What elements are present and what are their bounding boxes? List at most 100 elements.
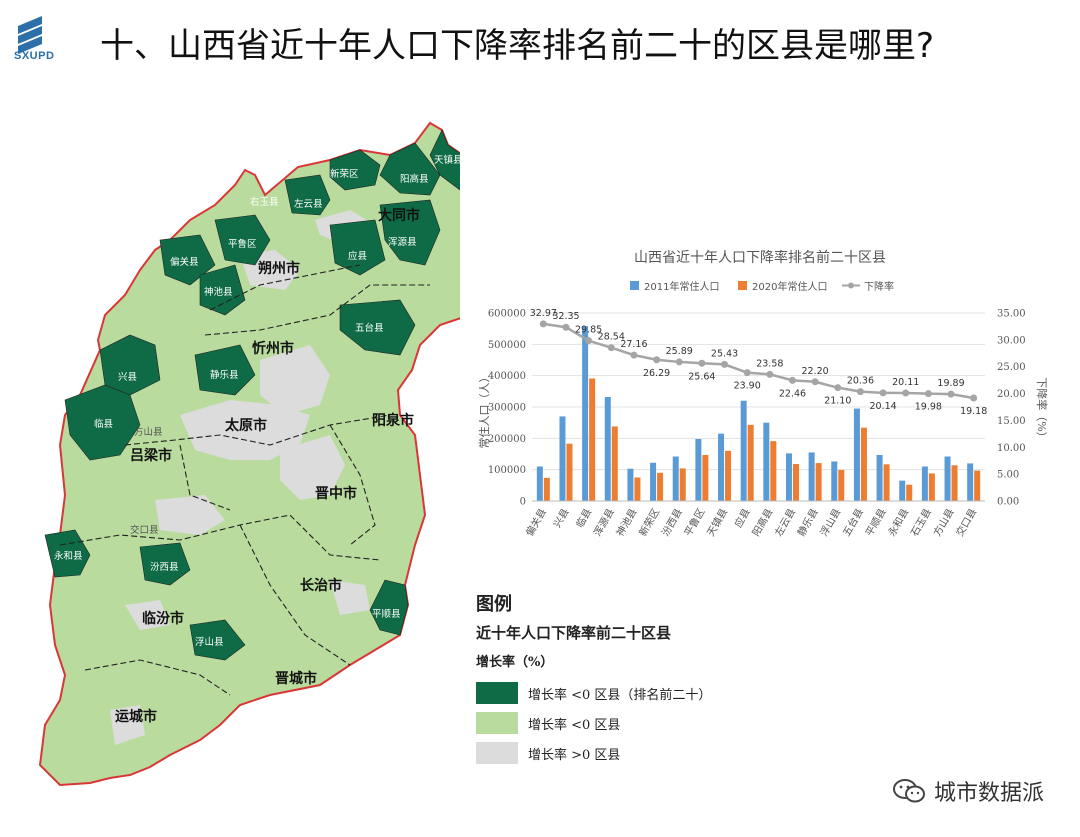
page-title: 十、山西省近十年人口下降率排名前二十的区县是哪里? bbox=[100, 26, 935, 66]
rate-point bbox=[811, 378, 819, 386]
x-tick-label: 永和县 bbox=[885, 506, 911, 538]
legend-label: 2011年常住人口 bbox=[644, 280, 719, 293]
wechat-icon bbox=[892, 779, 925, 803]
x-tick-label: 汾西县 bbox=[659, 507, 684, 539]
legend-swatch bbox=[738, 281, 747, 290]
bar-2020 bbox=[589, 378, 596, 501]
y2-tick-label: 15.00 bbox=[997, 416, 1026, 427]
x-tick-label: 阳高县 bbox=[749, 506, 775, 538]
y2-tick-label: 0.00 bbox=[997, 497, 1019, 508]
y-axis-label: 常住人口（人） bbox=[477, 372, 491, 449]
rate-point bbox=[562, 323, 570, 331]
bar-2011 bbox=[899, 480, 906, 501]
x-tick-label: 临县 bbox=[573, 506, 594, 530]
legend-label: 增长率 <0 区县（排名前二十） bbox=[528, 687, 712, 703]
bar-2020 bbox=[702, 454, 709, 501]
bar-2020 bbox=[860, 427, 867, 501]
rate-data-label: 19.18 bbox=[960, 406, 987, 417]
county-label: 偏关县 bbox=[170, 256, 199, 268]
y-tick-label: 400000 bbox=[488, 371, 526, 382]
rate-data-label: 28.54 bbox=[598, 332, 625, 343]
county-label: 交口县 bbox=[130, 524, 159, 536]
map-legend: 图例 近十年人口下降率前二十区县 增长率（%） 增长率 <0 区县（排名前二十）… bbox=[476, 590, 806, 768]
x-tick-label: 石玉县 bbox=[909, 507, 934, 539]
legend-item-top20: 增长率 <0 区县（排名前二十） bbox=[476, 678, 806, 708]
bar-2011 bbox=[831, 461, 838, 501]
bar-2020 bbox=[838, 469, 845, 501]
rate-point bbox=[539, 320, 547, 328]
rate-point bbox=[924, 390, 932, 398]
rate-data-label: 19.89 bbox=[937, 378, 964, 389]
bar-2020 bbox=[566, 443, 573, 501]
bar-2020 bbox=[928, 473, 935, 501]
county-label: 神池县 bbox=[204, 286, 233, 298]
chart-legend: 2011年常住人口 2020年常住人口 下降率 bbox=[630, 280, 894, 293]
bar-2020 bbox=[679, 468, 686, 501]
county-label: 应县 bbox=[348, 250, 367, 262]
legend-swatch-decline bbox=[476, 712, 518, 734]
bar-2020 bbox=[634, 477, 641, 501]
x-tick-label: 浑源县 bbox=[591, 506, 617, 538]
bar-2011 bbox=[672, 456, 679, 501]
y-tick-label: 600000 bbox=[488, 309, 526, 320]
rate-point bbox=[698, 359, 706, 367]
legend-label: 下降率 bbox=[864, 280, 894, 293]
y2-tick-label: 25.00 bbox=[997, 362, 1026, 373]
county-label: 汾西县 bbox=[150, 562, 179, 573]
legend-swatch-growth bbox=[476, 742, 518, 764]
city-label-changzhi: 长治市 bbox=[300, 577, 342, 594]
decline-rate-polyline bbox=[543, 322, 974, 400]
watermark: 城市数据派 bbox=[892, 775, 1044, 807]
rate-data-label: 21.10 bbox=[824, 396, 851, 407]
county-label: 平顺县 bbox=[372, 609, 401, 620]
rate-data-label: 22.20 bbox=[802, 366, 829, 377]
y-tick-label: 300000 bbox=[488, 403, 526, 414]
logo-text: SXUPD bbox=[14, 50, 55, 62]
rate-data-label: 25.43 bbox=[711, 348, 738, 359]
rate-data-label: 32.35 bbox=[552, 311, 579, 322]
rate-data-label: 23.90 bbox=[734, 381, 761, 392]
bar-2011 bbox=[740, 400, 747, 501]
y-tick-label: 200000 bbox=[488, 434, 526, 445]
x-tick-label: 偏关县 bbox=[523, 506, 549, 538]
rate-point bbox=[743, 369, 751, 377]
rate-data-label: 19.98 bbox=[915, 402, 942, 413]
bar-2020 bbox=[657, 472, 664, 501]
rate-point bbox=[675, 358, 683, 366]
rate-data-label: 20.11 bbox=[892, 377, 919, 388]
county-label: 阳高县 bbox=[400, 173, 429, 185]
rate-point bbox=[970, 394, 978, 402]
watermark-text: 城市数据派 bbox=[933, 781, 1044, 806]
bar-2011 bbox=[876, 454, 883, 501]
x-tick-label: 兴县 bbox=[551, 507, 571, 530]
county-label: 平鲁区 bbox=[228, 238, 257, 250]
rate-data-label: 20.14 bbox=[869, 401, 896, 412]
bar-2011 bbox=[650, 462, 657, 501]
county-label: 临县 bbox=[94, 418, 113, 430]
bar-2011 bbox=[536, 466, 543, 501]
y2-tick-label: 20.00 bbox=[997, 389, 1026, 400]
rate-data-label: 22.46 bbox=[779, 388, 806, 399]
bar-2011 bbox=[582, 326, 589, 501]
rate-data-label: 20.36 bbox=[847, 376, 874, 387]
county-label: 浑源县 bbox=[388, 237, 417, 248]
city-label-datong: 大同市 bbox=[378, 207, 420, 224]
x-tick-label: 浮山县 bbox=[818, 507, 843, 539]
bar-2011 bbox=[559, 416, 566, 501]
bar-2020 bbox=[543, 477, 550, 501]
bar-2011 bbox=[967, 463, 974, 501]
legend-subtitle: 近十年人口下降率前二十区县 bbox=[476, 624, 672, 642]
county-label: 左云县 bbox=[294, 198, 323, 210]
legend-label: 增长率 <0 区县 bbox=[528, 717, 621, 733]
county-label: 五台县 bbox=[355, 322, 384, 334]
population-decline-chart: 山西省近十年人口下降率排名前二十区县 2011年常住人口 2020年常住人口 下降率… bbox=[477, 249, 1049, 539]
bar-2011 bbox=[853, 408, 860, 501]
bar-2011 bbox=[627, 468, 634, 501]
admin-boundaries bbox=[59, 264, 430, 696]
legend-marker bbox=[848, 282, 854, 289]
rate-point bbox=[879, 389, 887, 397]
city-label-linfen: 临汾市 bbox=[142, 610, 184, 627]
shanxi-map: 大同市 朔州市 忻州市 太原市 阳泉市 吕梁市 晋中市 长治市 临汾市 晋城市 … bbox=[38, 121, 460, 787]
